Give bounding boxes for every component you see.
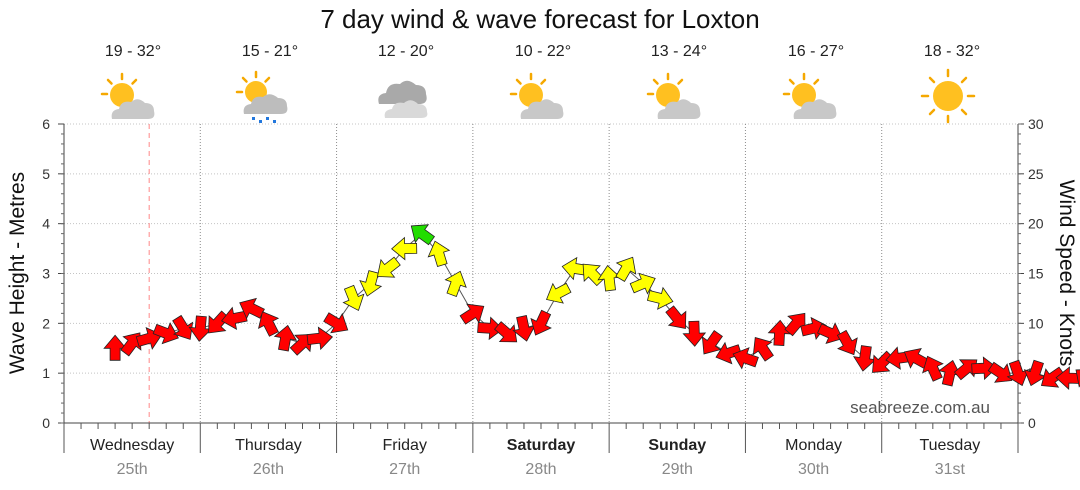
wind-arrow xyxy=(715,341,742,365)
day-name-label: Tuesday xyxy=(919,437,980,454)
right-tick-label: 10 xyxy=(1028,315,1044,331)
wind-arrow xyxy=(208,310,230,334)
wind-arrow xyxy=(258,311,280,337)
left-tick-label: 0 xyxy=(42,415,50,431)
wind-arrow xyxy=(1040,366,1066,388)
wind-arrow xyxy=(289,334,313,356)
left-tick-label: 2 xyxy=(42,315,50,331)
right-tick-label: 25 xyxy=(1028,166,1044,182)
wind-arrow xyxy=(701,330,723,355)
wind-arrow xyxy=(836,329,858,356)
left-tick-label: 1 xyxy=(42,365,50,381)
day-name-label: Friday xyxy=(382,437,426,454)
wind-arrows xyxy=(103,224,1080,391)
wind-arrow xyxy=(410,224,436,246)
sunny-icon xyxy=(920,68,976,124)
wind-arrow xyxy=(1006,359,1030,387)
wind-arrow xyxy=(120,332,142,357)
temp-range-tue: 18 - 32° xyxy=(923,43,981,60)
day-date-label: 30th xyxy=(798,461,829,478)
wind-arrow xyxy=(530,309,552,336)
left-tick-label: 5 xyxy=(42,166,50,182)
day-date-label: 29th xyxy=(662,461,693,478)
wind-arrow xyxy=(376,256,401,278)
day-name-label: Thursday xyxy=(235,437,302,454)
right-tick-label: 30 xyxy=(1028,116,1044,132)
wind-arrow xyxy=(306,326,334,351)
day-date-label: 25th xyxy=(117,461,148,478)
temp-range-fri: 12 - 20° xyxy=(377,43,435,60)
partly-cloudy-icon xyxy=(100,72,155,119)
wind-arrow xyxy=(582,263,605,287)
right-tick-label: 20 xyxy=(1028,216,1044,232)
day-date-label: 28th xyxy=(525,461,556,478)
wind-arrow xyxy=(646,286,674,310)
left-tick-label: 4 xyxy=(42,216,50,232)
wind-arrow xyxy=(342,284,365,312)
wind-arrow xyxy=(427,240,451,268)
wind-arrow xyxy=(953,359,978,381)
temp-range-sat: 10 - 22° xyxy=(514,43,572,60)
day-name-label: Wednesday xyxy=(90,437,174,454)
wind-arrow xyxy=(459,303,485,325)
wind-arrow xyxy=(323,312,349,334)
temp-range-thu: 15 - 21° xyxy=(241,43,299,60)
wind-arrow xyxy=(597,264,621,292)
wind-arrow xyxy=(615,256,637,282)
wind-arrow xyxy=(665,305,687,329)
wind-arrow xyxy=(172,314,194,340)
temp-range-sun: 13 - 24° xyxy=(650,43,708,60)
grid-lines xyxy=(64,123,1018,423)
wind-arrow xyxy=(682,320,707,347)
wind-arrow xyxy=(922,355,944,382)
wind-arrow xyxy=(987,361,1013,383)
partly-cloudy-icon xyxy=(646,72,701,119)
temp-range-wed: 19 - 32° xyxy=(104,43,162,60)
chart-title: 7 day wind & wave forecast for Loxton xyxy=(320,4,760,34)
day-date-label: 31st xyxy=(935,461,966,478)
wind-arrow xyxy=(444,270,467,297)
day-name-label: Monday xyxy=(785,437,842,454)
wind-arrow xyxy=(971,356,998,381)
wind-arrow xyxy=(545,282,572,304)
wind-arrow xyxy=(152,322,179,345)
left-tick-label: 3 xyxy=(42,266,50,282)
wind-arrow xyxy=(359,270,383,297)
wind-arrow xyxy=(1055,366,1080,390)
cloudy-icon xyxy=(378,80,428,118)
temp-range-mon: 16 - 27° xyxy=(787,43,845,60)
wind-arrow xyxy=(752,337,774,362)
right-axis-title: Wind Speed - Knots xyxy=(1055,180,1078,367)
partly-cloudy-icon xyxy=(782,72,837,119)
wind-arrow xyxy=(391,236,418,261)
x-axis-labels: Wednesday 25th Thursday 26th Friday 27th Satur… xyxy=(90,437,980,478)
wind-arrow xyxy=(629,272,656,295)
wind-arrow xyxy=(817,322,844,344)
day-date-label: 26th xyxy=(253,461,284,478)
wind-arrow xyxy=(493,321,518,343)
wind-arrow xyxy=(732,347,759,370)
partly-cloudy-icon xyxy=(509,72,564,119)
wind-arrow xyxy=(477,316,504,341)
right-tick-label: 15 xyxy=(1028,266,1044,282)
watermark: seabreeze.com.au xyxy=(850,398,990,417)
left-axis-title: Wave Height - Metres xyxy=(6,172,29,374)
cloudy-showers-icon xyxy=(235,70,288,123)
left-tick-label: 6 xyxy=(42,116,50,132)
wind-arrow xyxy=(767,319,792,346)
day-name-label: Saturday xyxy=(507,437,576,454)
day-date-label: 27th xyxy=(389,461,420,478)
right-tick-label: 0 xyxy=(1028,415,1036,431)
day-name-label: Sunday xyxy=(648,437,706,454)
wind-arrow xyxy=(273,324,298,352)
